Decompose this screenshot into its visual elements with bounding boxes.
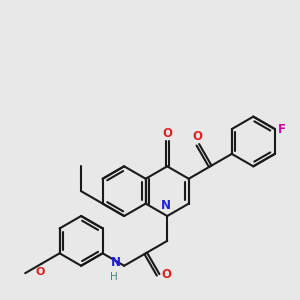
Text: F: F bbox=[278, 122, 286, 136]
Text: N: N bbox=[161, 200, 171, 212]
Text: H: H bbox=[110, 272, 118, 282]
Text: O: O bbox=[161, 268, 171, 281]
Text: O: O bbox=[162, 127, 172, 140]
Text: O: O bbox=[35, 267, 44, 277]
Text: O: O bbox=[193, 130, 203, 143]
Text: N: N bbox=[111, 256, 121, 269]
